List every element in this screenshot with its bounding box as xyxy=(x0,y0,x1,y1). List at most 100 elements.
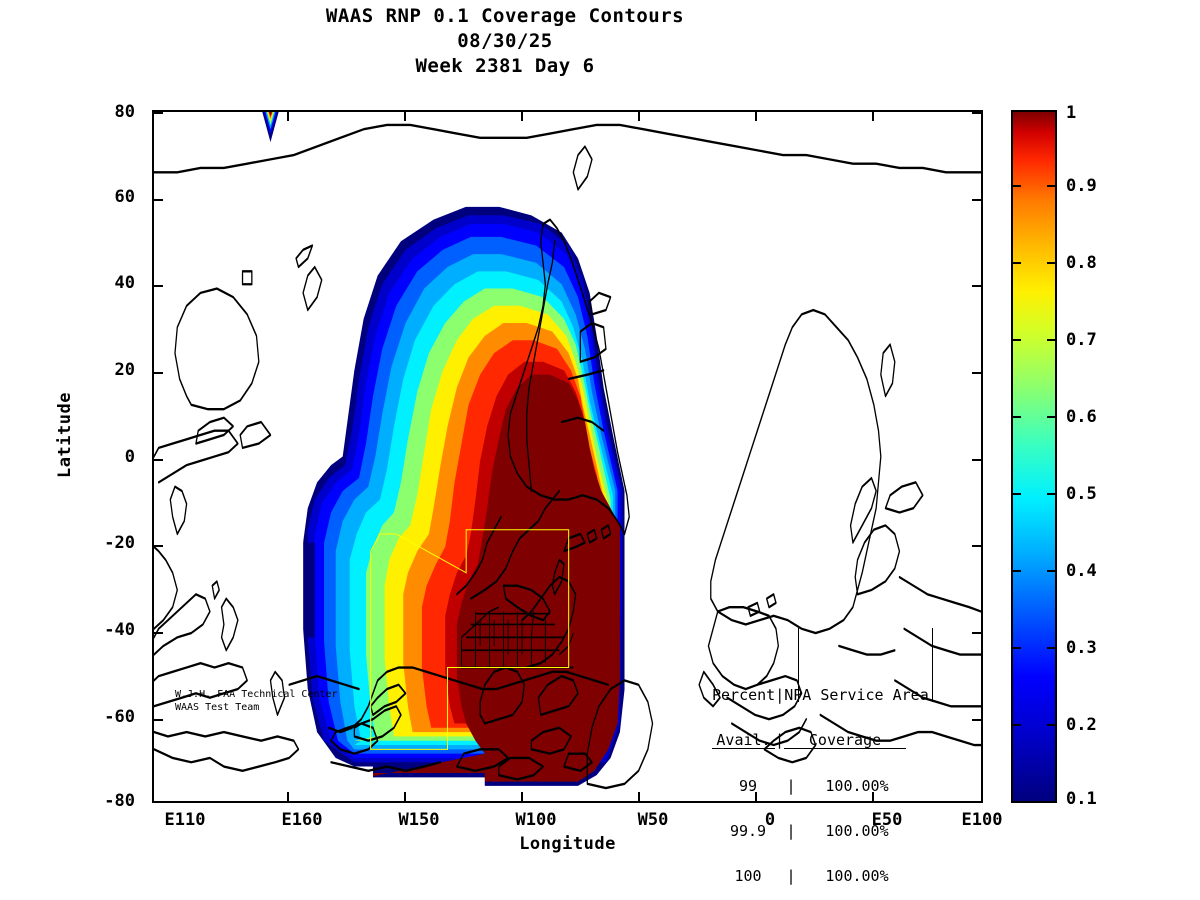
tick-x-top xyxy=(755,112,757,121)
colorbar-tick xyxy=(1013,339,1021,341)
tick-y-right xyxy=(972,459,981,461)
colorbar-tick xyxy=(1047,493,1055,495)
watermark-line-1: W.J.H. FAA Technical Center xyxy=(175,689,338,700)
stats-avail-value: 99 xyxy=(738,777,758,795)
tick-y-left xyxy=(154,112,163,114)
colorbar-label: 0.7 xyxy=(1066,330,1097,350)
tick-x-bottom xyxy=(287,792,289,801)
colorbar-tick xyxy=(1047,724,1055,726)
tick-y-left xyxy=(154,459,163,461)
nw-staircase xyxy=(305,542,315,638)
colorbar-label: 0.9 xyxy=(1066,176,1097,196)
map-plot-area xyxy=(152,110,983,803)
tick-y-left xyxy=(154,545,163,547)
watermark: W.J.H. FAA Technical Center WAAS Test Te… xyxy=(175,688,338,714)
tick-y-left xyxy=(154,199,163,201)
y-tick-label: -20 xyxy=(104,533,135,553)
y-tick-label: 20 xyxy=(114,360,135,380)
colorbar-tick xyxy=(1013,724,1021,726)
y-tick-label: -60 xyxy=(104,707,135,727)
npa-service-area-outline xyxy=(371,530,569,750)
tick-x-bottom xyxy=(755,792,757,801)
x-tick-label: W50 xyxy=(637,810,669,830)
colorbar-label: 1 xyxy=(1066,103,1077,123)
y-tick-label: 80 xyxy=(114,102,135,122)
stats-header-left2: Avail. xyxy=(712,733,775,749)
tick-y-right xyxy=(972,199,981,201)
tick-y-left xyxy=(154,372,163,374)
tick-x-bottom xyxy=(872,792,874,801)
stats-header-left: Percent xyxy=(712,686,776,704)
colorbar-tick xyxy=(1013,493,1021,495)
colorbar-tick xyxy=(1047,570,1055,572)
colorbar-label: 0.5 xyxy=(1066,484,1097,504)
world-coastlines xyxy=(154,123,981,790)
stats-header-right: NPA Service Area xyxy=(784,686,929,704)
stats-row: 100 | 100.00% xyxy=(712,869,929,884)
x-tick-label: E100 xyxy=(961,810,1003,830)
stats-coverage-value: 100.00% xyxy=(825,777,889,795)
colorbar-tick xyxy=(1013,416,1021,418)
watermark-line-2: WAAS Test Team xyxy=(175,702,260,713)
tick-x-top xyxy=(287,112,289,121)
stats-coverage-value: 100.00% xyxy=(825,822,889,840)
colorbar-label: 0.4 xyxy=(1066,561,1097,581)
artifact-contour xyxy=(262,112,279,143)
us-state-borders xyxy=(461,606,574,669)
colorbar-tick xyxy=(1013,185,1021,187)
y-tick-label: -80 xyxy=(104,791,135,811)
x-tick-label: W150 xyxy=(398,810,440,830)
chart-title-block: WAAS RNP 0.1 Coverage Contours 08/30/25 … xyxy=(0,4,1010,79)
colorbar-label: 0.1 xyxy=(1066,789,1097,809)
stats-table-right-edge xyxy=(931,628,933,702)
stats-row: 99 | 100.00% xyxy=(712,779,929,794)
tick-y-right xyxy=(972,719,981,721)
tick-y-right xyxy=(972,545,981,547)
stats-header-row-1: Percent|NPA Service Area xyxy=(712,686,929,704)
x-axis-title: Longitude xyxy=(519,834,616,854)
colorbar-tick xyxy=(1013,570,1021,572)
y-tick-label: -40 xyxy=(104,620,135,640)
y-axis-title: Latitude xyxy=(55,392,75,478)
y-tick-label: 40 xyxy=(114,273,135,293)
title-line-2: 08/30/25 xyxy=(457,30,553,52)
x-tick-label: 0 xyxy=(764,810,776,830)
tick-y-left xyxy=(154,632,163,634)
tick-y-right xyxy=(972,632,981,634)
tick-y-right xyxy=(972,285,981,287)
colorbar-tick xyxy=(1013,647,1021,649)
npa-coverage-stats-table: Percent|NPA Service Area Avail. | Coverage… xyxy=(712,628,933,899)
colorbar-gradient xyxy=(1013,112,1055,801)
tick-x-bottom xyxy=(521,792,523,801)
colorbar-tick xyxy=(1047,262,1055,264)
stats-table-divider xyxy=(798,628,799,702)
colorbar-label: 0.3 xyxy=(1066,638,1097,658)
x-tick-label: E160 xyxy=(281,810,323,830)
tick-x-top xyxy=(638,112,640,121)
colorbar-tick xyxy=(1047,185,1055,187)
tick-x-top xyxy=(521,112,523,121)
x-tick-label: E50 xyxy=(871,810,903,830)
stats-header-right2: Coverage xyxy=(784,733,907,749)
x-tick-label: E110 xyxy=(164,810,206,830)
colorbar-label: 0.8 xyxy=(1066,253,1097,273)
stats-coverage-value: 100.00% xyxy=(825,867,889,885)
tick-x-bottom xyxy=(404,792,406,801)
tick-x-top xyxy=(404,112,406,121)
colorbar-label: 0.6 xyxy=(1066,407,1097,427)
stats-avail-value: 100 xyxy=(734,867,762,885)
tick-y-right xyxy=(972,112,981,114)
stats-row: 99.9 | 100.00% xyxy=(712,824,929,839)
stats-avail-value: 99.9 xyxy=(729,822,767,840)
stats-header-row-2: Avail. | Coverage xyxy=(712,733,929,749)
colorbar-tick xyxy=(1047,647,1055,649)
tick-y-left xyxy=(154,285,163,287)
y-tick-label: 60 xyxy=(114,187,135,207)
tick-y-right xyxy=(972,372,981,374)
tick-x-bottom xyxy=(638,792,640,801)
y-tick-label: 0 xyxy=(124,447,135,467)
x-tick-label: W100 xyxy=(515,810,557,830)
colorbar-tick xyxy=(1047,416,1055,418)
colorbar-tick xyxy=(1047,339,1055,341)
colorbar-tick xyxy=(1013,262,1021,264)
